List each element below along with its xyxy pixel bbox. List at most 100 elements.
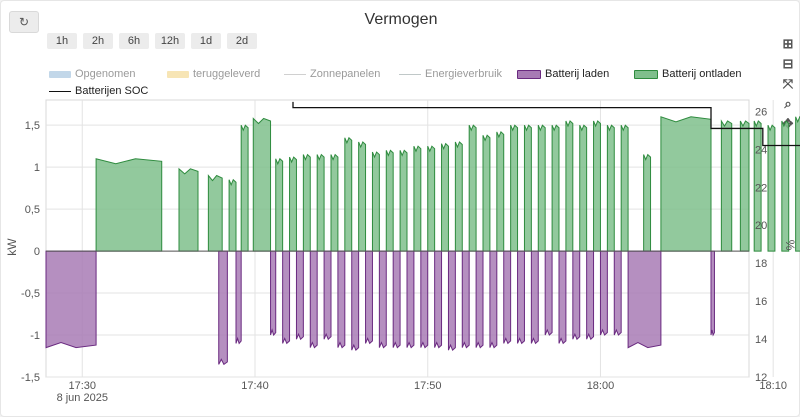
area-segment — [613, 250, 622, 336]
area-segment — [489, 250, 498, 349]
chart-title: Vermogen — [364, 11, 438, 28]
reset-zoom-icon[interactable]: ⤧ — [782, 76, 794, 91]
area-segment — [406, 250, 415, 349]
area-segment — [530, 250, 539, 345]
y2-tick-label: 14 — [755, 334, 767, 346]
y2-tick-label: 12 — [755, 372, 767, 384]
y-tick-label: -0,5 — [21, 288, 40, 300]
area-segment — [510, 124, 519, 252]
area-segment — [385, 149, 394, 252]
area-segment — [392, 250, 401, 349]
area-segment — [358, 141, 367, 252]
zoom-select-icon[interactable]: ⌕ — [784, 96, 792, 111]
area-segment — [309, 250, 318, 349]
reload-icon: ↻ — [18, 15, 30, 29]
range-selector: 1h 2h 6h 12h 1d 2d — [47, 33, 257, 49]
area-segment — [441, 142, 449, 252]
area-segment — [323, 250, 332, 341]
area-segment — [599, 250, 608, 336]
legend-label: Batterij ontladen — [662, 68, 742, 81]
area-segment — [753, 120, 762, 252]
legend-swatch — [167, 70, 189, 78]
area-segment — [586, 250, 595, 341]
legend-item[interactable]: Opgenomen — [49, 68, 136, 80]
range-button-6h[interactable]: 6h — [119, 33, 149, 49]
area-segment — [434, 250, 443, 349]
area-segment — [454, 141, 463, 252]
area-segment — [282, 250, 291, 345]
range-button-1h[interactable]: 1h — [47, 33, 77, 49]
area-segment — [468, 124, 477, 252]
y2-tick-label: 16 — [755, 296, 767, 308]
zoom-out-icon[interactable]: ⊟ — [782, 56, 794, 71]
range-button-2h[interactable]: 2h — [83, 33, 113, 49]
area-segment — [551, 124, 560, 252]
area-segment — [413, 145, 422, 252]
area-segment — [660, 116, 712, 252]
area-segment — [523, 124, 532, 252]
area-segment — [365, 250, 373, 345]
legend-swatch — [634, 69, 658, 79]
legend-item[interactable]: teruggeleverd — [167, 68, 260, 80]
area-segment — [627, 250, 662, 349]
zoom-in-icon[interactable]: ⊞ — [782, 36, 794, 51]
area-segment — [496, 131, 505, 252]
y2-axis-title: % — [783, 240, 797, 251]
x-tick-label: 17:40 — [241, 380, 269, 392]
area-segment — [537, 124, 546, 252]
area-segment — [579, 124, 588, 252]
legend-item[interactable]: Batterij ontladen — [634, 68, 742, 80]
area-segment — [235, 250, 242, 345]
range-button-12h[interactable]: 12h — [155, 33, 185, 49]
y2-tick-label: 18 — [755, 258, 767, 270]
area-segment — [565, 120, 574, 252]
area-segment — [228, 178, 237, 252]
area-segment — [767, 124, 776, 252]
y-tick-label: 1 — [34, 162, 40, 174]
legend-label: Opgenomen — [75, 68, 136, 81]
legend-swatch — [399, 73, 421, 75]
area-segment — [218, 250, 228, 366]
legend-label: Batterijen SOC — [75, 85, 149, 98]
legend-label: Zonnepanelen — [310, 68, 381, 81]
area-segment — [399, 149, 408, 252]
area-segment — [316, 153, 325, 252]
y-tick-label: -1,5 — [21, 372, 40, 384]
area-segment — [344, 136, 353, 252]
area-segment — [240, 124, 249, 252]
range-button-1d[interactable]: 1d — [191, 33, 221, 49]
area-segment — [270, 250, 277, 337]
range-button-2d[interactable]: 2d — [227, 33, 257, 49]
legend-label: Batterij laden — [545, 68, 610, 81]
legend-swatch — [49, 90, 71, 92]
y2-tick-label: 22 — [755, 182, 767, 194]
area-segment — [330, 153, 339, 252]
y-tick-label: -1 — [30, 330, 40, 342]
legend-swatch — [284, 73, 306, 75]
x-tick-label: 18:00 — [587, 380, 615, 392]
legend-item[interactable]: Zonnepanelen — [284, 68, 380, 80]
area-segment — [207, 174, 223, 252]
area-segment — [447, 250, 456, 351]
area-segment — [606, 124, 615, 252]
area-segment — [289, 156, 297, 252]
area-segment — [593, 120, 601, 252]
y2-tick-label: 24 — [755, 144, 767, 156]
legend-item[interactable]: Batterijen SOC — [49, 85, 148, 97]
area-segment — [252, 117, 272, 252]
area-segment — [295, 250, 304, 341]
x-date-label: 8 jun 2025 — [57, 392, 108, 404]
reload-button[interactable]: ↻ — [9, 11, 39, 33]
area-segment — [710, 250, 715, 337]
y-tick-label: 0 — [34, 246, 40, 258]
area-segment — [482, 134, 491, 252]
area-segment — [643, 153, 652, 252]
area-segment — [378, 250, 387, 349]
soc-line — [292, 101, 800, 147]
area-segment — [420, 250, 429, 349]
legend-item[interactable]: Energieverbruik — [399, 68, 502, 80]
y2-tick-label: 20 — [755, 220, 767, 232]
legend-item[interactable]: Batterij laden — [517, 68, 609, 80]
legend-swatch — [517, 69, 541, 79]
